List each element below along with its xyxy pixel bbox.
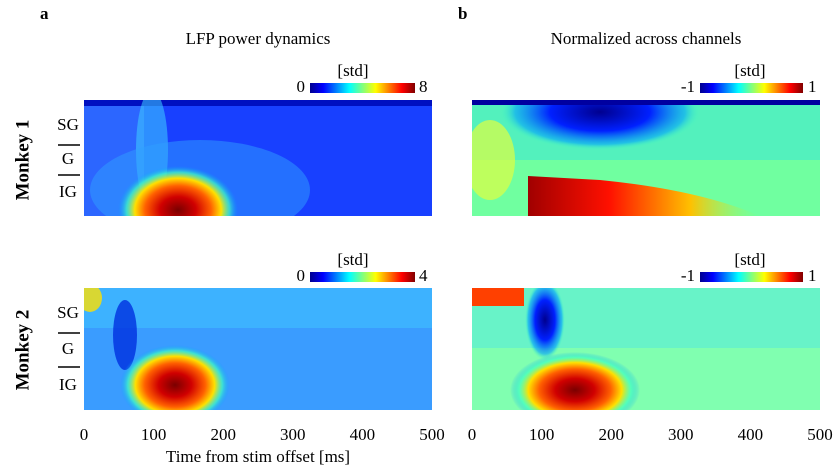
colorbar-max: 8 bbox=[419, 77, 428, 96]
colorbar-max: 1 bbox=[808, 266, 817, 285]
x-tick-label: 200 bbox=[598, 425, 624, 444]
layer-label: G bbox=[62, 339, 74, 358]
x-tick-label: 400 bbox=[738, 425, 764, 444]
x-tick-label: 300 bbox=[668, 425, 694, 444]
colorbar-min: 0 bbox=[297, 77, 306, 96]
panel-letter: b bbox=[458, 4, 467, 23]
layer-labels: SG G IG SG G IG bbox=[57, 115, 80, 394]
colorbar-bar bbox=[700, 272, 803, 282]
x-tick-label: 500 bbox=[419, 425, 445, 444]
x-tick-label: 100 bbox=[529, 425, 555, 444]
panel-title: LFP power dynamics bbox=[186, 29, 331, 48]
colorbar-unit: [std] bbox=[734, 61, 765, 80]
colorbar-unit: [std] bbox=[734, 250, 765, 269]
colorbar-bar bbox=[310, 83, 415, 93]
layer-label: G bbox=[62, 149, 74, 168]
x-tick-label: 400 bbox=[350, 425, 376, 444]
heatmap bbox=[84, 100, 432, 216]
colorbar-unit: [std] bbox=[337, 250, 368, 269]
colorbar-unit: [std] bbox=[337, 61, 368, 80]
x-tick-label: 0 bbox=[468, 425, 477, 444]
x-tick-label: 300 bbox=[280, 425, 306, 444]
panel-title: Normalized across channels bbox=[551, 29, 742, 48]
colorbar: [std] -1 1 bbox=[681, 250, 817, 285]
colorbar-min: -1 bbox=[681, 77, 695, 96]
layer-label: IG bbox=[59, 375, 77, 394]
heatmap bbox=[472, 100, 820, 216]
row-label: Monkey 2 bbox=[12, 310, 33, 391]
colorbar: [std] 0 4 bbox=[297, 250, 429, 285]
colorbar-max: 4 bbox=[419, 266, 428, 285]
colorbar-bar bbox=[310, 272, 415, 282]
x-tick-label: 100 bbox=[141, 425, 167, 444]
x-tick-label: 200 bbox=[210, 425, 236, 444]
x-axis-label: Time from stim offset [ms] bbox=[166, 447, 350, 466]
colorbar-min: -1 bbox=[681, 266, 695, 285]
heatmap bbox=[472, 288, 820, 410]
colorbar-min: 0 bbox=[297, 266, 306, 285]
colorbar-bar bbox=[700, 83, 803, 93]
x-tick-label: 0 bbox=[80, 425, 89, 444]
colorbar: [std] 0 8 bbox=[297, 61, 428, 96]
x-tick-label: 500 bbox=[807, 425, 833, 444]
colorbar-max: 1 bbox=[808, 77, 817, 96]
colorbar: [std] -1 1 bbox=[681, 61, 817, 96]
layer-label: SG bbox=[57, 303, 79, 322]
row-label: Monkey 1 bbox=[12, 120, 33, 201]
heatmap bbox=[84, 288, 432, 410]
layer-label: IG bbox=[59, 182, 77, 201]
layer-label: SG bbox=[57, 115, 79, 134]
panel-letter: a bbox=[40, 4, 49, 23]
